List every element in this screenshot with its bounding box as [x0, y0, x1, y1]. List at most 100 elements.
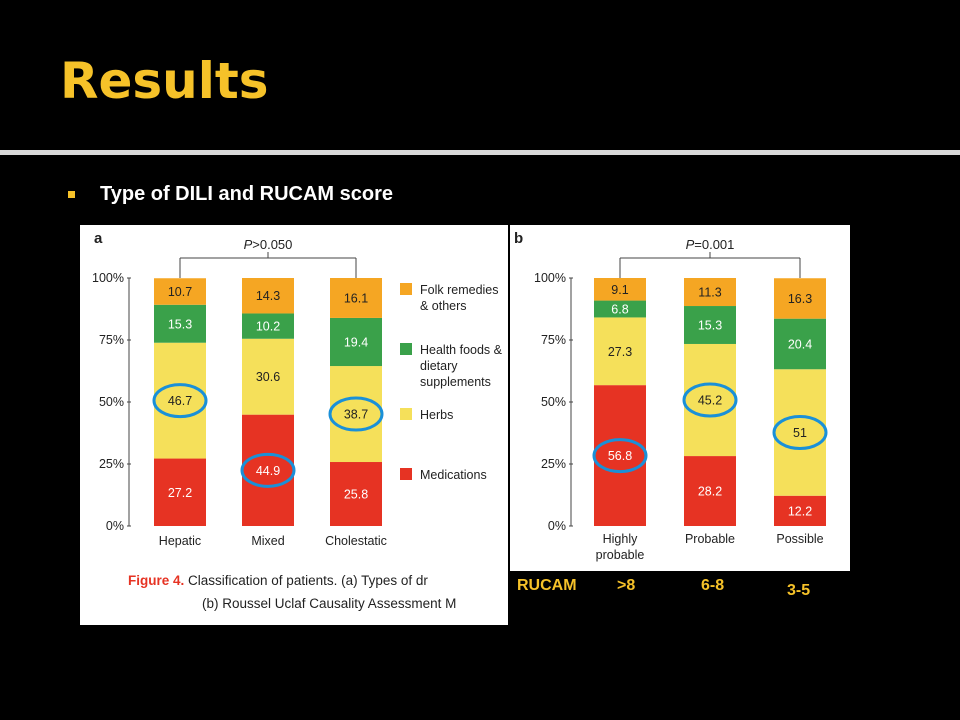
- data-label: 15.3: [698, 318, 722, 332]
- bar-segment: [330, 462, 382, 526]
- panel-label: b: [514, 230, 523, 247]
- bar-segment: [774, 369, 826, 496]
- highlight-circle: [682, 382, 738, 418]
- data-label: 45.2: [698, 394, 722, 408]
- panel-label: a: [94, 230, 103, 247]
- y-tick-label: 50%: [99, 395, 124, 409]
- highlight-circle: [592, 438, 648, 474]
- significance-value: >0.050: [252, 237, 292, 252]
- bar-segment: [242, 338, 294, 415]
- x-tick-label: Mixed: [251, 534, 284, 548]
- data-label: 9.1: [611, 283, 628, 297]
- header-divider: [0, 150, 960, 155]
- y-tick-label: 75%: [99, 333, 124, 347]
- data-label: 30.6: [256, 370, 280, 384]
- y-tick-label: 0%: [548, 519, 566, 533]
- data-label: 46.7: [168, 394, 192, 408]
- data-label: 10.2: [256, 320, 280, 334]
- y-tick-label: 25%: [541, 457, 566, 471]
- bar-segment: [594, 278, 646, 301]
- chart-a: Figure 4. Classification of patients. (a…: [92, 230, 503, 611]
- data-label: 15.3: [168, 317, 192, 331]
- figure-a: Figure 4. Classification of patients. (a…: [80, 225, 508, 625]
- data-label: 10.7: [168, 285, 192, 299]
- legend-swatch: [400, 408, 412, 420]
- bar-segment: [774, 278, 826, 319]
- bar-segment: [242, 313, 294, 339]
- chart-b: b 0% 25% 50% 75% 100% 56.8 27.3 6.8 9.1 Highly prob…: [514, 230, 828, 562]
- legend-label: & others: [420, 299, 467, 313]
- x-tick-label: Hepatic: [159, 534, 201, 548]
- highlight-circle: [240, 452, 296, 488]
- bar-segment: [330, 317, 382, 367]
- data-label: 44.9: [256, 464, 280, 478]
- rucam-label: RUCAM: [517, 577, 577, 594]
- x-tick-label: Possible: [776, 532, 823, 546]
- bar-segment: [594, 300, 646, 318]
- data-label: 11.3: [698, 286, 721, 300]
- bar-segment: [330, 278, 382, 318]
- legend-label: Health foods &: [420, 343, 503, 357]
- y-tick-label: 75%: [541, 333, 566, 347]
- bar-segment: [154, 304, 206, 343]
- bar-segment: [242, 414, 294, 526]
- data-label: 27.3: [608, 345, 632, 359]
- highlight-circle: [152, 383, 208, 419]
- y-tick-label: 100%: [534, 271, 566, 285]
- bar-segment: [774, 495, 826, 526]
- bar-segment: [154, 342, 206, 459]
- legend-swatch: [400, 343, 412, 355]
- figure-caption-text: Classification of patients. (a) Types of…: [184, 573, 428, 588]
- significance-label: P=0.001: [686, 237, 735, 252]
- bar-segment: [684, 343, 736, 457]
- legend-swatch: [400, 283, 412, 295]
- data-label: 6.8: [611, 303, 628, 317]
- bar-segment: [774, 318, 826, 370]
- highlight-circle: [328, 396, 384, 432]
- bar-segment: [154, 458, 206, 526]
- legend-label: Folk remedies: [420, 283, 499, 297]
- y-tick-label: 100%: [92, 271, 124, 285]
- legend-label: dietary: [420, 359, 458, 373]
- significance-value: =0.001: [694, 237, 734, 252]
- x-tick-label: Probable: [685, 532, 735, 546]
- slide-header: Results: [0, 0, 960, 150]
- data-label: 16.3: [788, 292, 812, 306]
- rucam-value-3: 3-5: [787, 582, 811, 599]
- data-label: 28.2: [698, 485, 722, 499]
- x-tick-label: Highly: [603, 532, 638, 546]
- bar-segment: [684, 456, 736, 526]
- data-label: 27.2: [168, 486, 192, 500]
- bar-segment: [684, 306, 736, 344]
- data-label: 14.3: [256, 289, 280, 303]
- slide-title: Results: [60, 52, 269, 110]
- slide-body: Type of DILI and RUCAM score Figure 4. C…: [0, 155, 960, 720]
- x-tick-label: probable: [596, 548, 645, 562]
- bar-segment: [594, 385, 646, 526]
- legend-label: Medications: [420, 468, 487, 482]
- data-label: 25.8: [344, 488, 368, 502]
- data-label: 20.4: [788, 337, 812, 351]
- data-label: 16.1: [344, 291, 368, 305]
- y-tick-label: 0%: [106, 519, 124, 533]
- bullet-item: Type of DILI and RUCAM score: [68, 183, 393, 206]
- legend-swatch: [400, 468, 412, 480]
- significance-label: P>0.050: [244, 237, 293, 252]
- bar-segment: [154, 278, 206, 305]
- bar-segment: [594, 317, 646, 386]
- bar-segment: [684, 278, 736, 307]
- data-label: 12.2: [788, 504, 812, 518]
- significance-p: P: [686, 237, 695, 252]
- rucam-value-2: 6-8: [701, 577, 725, 594]
- rucam-value-1: >8: [617, 577, 636, 594]
- figure-caption-line2: (b) Roussel Uclaf Causality Assessment M: [202, 596, 456, 611]
- bullet-square-icon: [68, 191, 75, 198]
- data-label: 56.8: [608, 449, 632, 463]
- bullet-text: Type of DILI and RUCAM score: [100, 183, 393, 205]
- bar-segment: [330, 366, 382, 463]
- bar-segment: [242, 278, 294, 314]
- legend-label: supplements: [420, 375, 491, 389]
- y-tick-label: 25%: [99, 457, 124, 471]
- figure-b: b 0% 25% 50% 75% 100% 56.8 27.3 6.8 9.1 Highly prob…: [510, 225, 850, 571]
- data-label: 19.4: [344, 335, 368, 349]
